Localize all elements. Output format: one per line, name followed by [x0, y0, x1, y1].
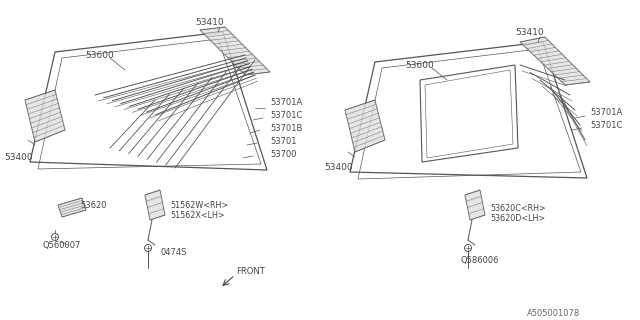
Text: 53620: 53620: [80, 201, 106, 210]
Text: 53600: 53600: [405, 60, 434, 69]
Text: 53701A: 53701A: [590, 108, 622, 116]
Text: 53701C: 53701C: [590, 121, 622, 130]
Text: 53700: 53700: [270, 149, 296, 158]
Text: 53701C: 53701C: [270, 110, 302, 119]
Text: 53410: 53410: [515, 28, 543, 36]
Text: A505001078: A505001078: [527, 308, 580, 317]
Polygon shape: [345, 100, 385, 152]
Text: 53620D<LH>: 53620D<LH>: [490, 213, 545, 222]
Polygon shape: [145, 190, 165, 220]
Text: 53701: 53701: [270, 137, 296, 146]
Polygon shape: [465, 190, 485, 220]
Polygon shape: [25, 90, 65, 142]
Text: 53620C<RH>: 53620C<RH>: [490, 204, 546, 212]
Text: 53400: 53400: [324, 163, 353, 172]
Text: Q586006: Q586006: [460, 255, 499, 265]
Text: 53400: 53400: [4, 153, 33, 162]
Text: 51562X<LH>: 51562X<LH>: [170, 211, 225, 220]
Text: 53701B: 53701B: [270, 124, 302, 132]
Polygon shape: [200, 27, 270, 75]
Text: Q560007: Q560007: [42, 241, 81, 250]
Text: FRONT: FRONT: [236, 268, 265, 276]
Polygon shape: [520, 37, 590, 85]
Text: 53600: 53600: [85, 51, 114, 60]
Text: 51562W<RH>: 51562W<RH>: [170, 201, 228, 210]
Text: 0474S: 0474S: [160, 247, 186, 257]
Text: 53701A: 53701A: [270, 98, 302, 107]
Text: 53410: 53410: [195, 18, 223, 27]
Polygon shape: [58, 198, 86, 217]
